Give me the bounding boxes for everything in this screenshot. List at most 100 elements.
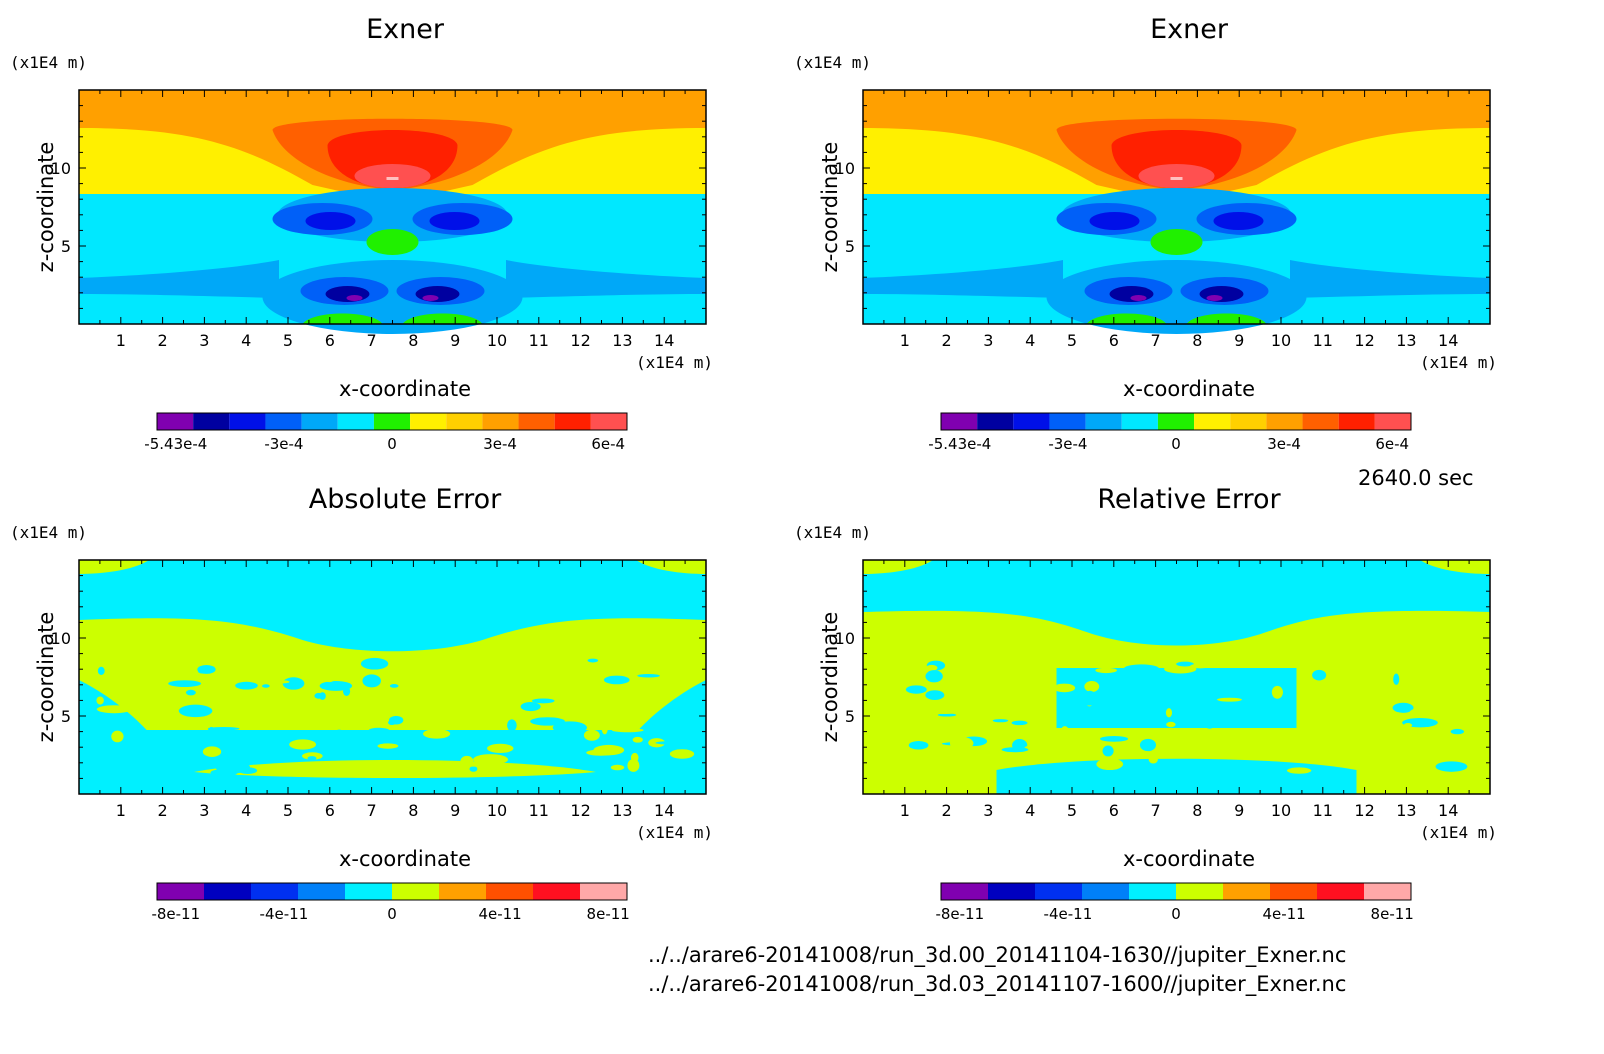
chart-title: Exner <box>366 14 444 45</box>
colorbar-swatch <box>941 413 978 430</box>
x-tick-label: 12 <box>1354 331 1374 350</box>
contour-band <box>1123 664 1160 673</box>
contour-band <box>346 295 363 301</box>
x-tick-label: 9 <box>1234 801 1244 820</box>
colorbar-tick-label: 0 <box>1171 905 1181 923</box>
x-axis-label: x-coordinate <box>1122 377 1255 401</box>
x-tick-label: 11 <box>1313 331 1333 350</box>
contour-field <box>863 90 1490 334</box>
chart-panel: Exner (x1E4 m) z-coordinate 1 2 3 4 5 6 7 8 9 10 1… <box>0 0 782 470</box>
y-unit-label: (x1E4 m) <box>794 523 872 542</box>
contour-field <box>79 560 706 794</box>
x-tick-label: 3 <box>983 801 993 820</box>
contour-band <box>152 705 170 713</box>
contour-band <box>1397 696 1412 703</box>
colorbar-swatch <box>446 413 483 430</box>
colorbar-swatch <box>193 413 230 430</box>
contour-band <box>530 717 565 726</box>
contour-band <box>1102 745 1114 757</box>
x-unit-label: (x1E4 m) <box>1420 823 1498 842</box>
contour-band <box>1166 721 1176 728</box>
y-tick-label: 5 <box>61 707 71 726</box>
contour-band <box>632 736 643 743</box>
colorbar-swatch <box>1270 883 1317 900</box>
contour-band <box>386 177 399 180</box>
contour-band <box>1071 694 1108 706</box>
contour-band <box>388 720 396 726</box>
contour-band <box>319 680 353 691</box>
colorbar-tick-label: -4e-11 <box>1044 905 1093 923</box>
colorbar-swatch <box>977 413 1014 430</box>
contour-band <box>368 727 390 733</box>
contour-band <box>210 769 238 777</box>
contour-band <box>1060 726 1069 736</box>
x-tick-label: 10 <box>487 801 507 820</box>
colorbar-tick-label: 8e-11 <box>1371 905 1414 923</box>
colorbar-swatch <box>533 883 580 900</box>
contour-band <box>423 728 451 739</box>
contour-band <box>487 743 514 753</box>
colorbar-swatch <box>298 883 345 900</box>
colorbar-swatch <box>157 413 194 430</box>
contour-band <box>473 754 509 765</box>
contour-band <box>1450 728 1465 735</box>
x-tick-label: 7 <box>367 801 377 820</box>
x-tick-label: 14 <box>1438 331 1458 350</box>
x-tick-label: 5 <box>283 801 293 820</box>
contour-band <box>939 748 973 755</box>
contour-band <box>637 673 660 678</box>
y-tick-label: 10 <box>51 629 71 648</box>
colorbar-tick-label: 0 <box>1171 435 1181 453</box>
contour-band <box>111 730 124 743</box>
x-tick-label: 11 <box>529 331 549 350</box>
contour-band <box>79 260 279 298</box>
contour-band <box>1287 767 1312 774</box>
contour-band <box>863 560 1490 646</box>
contour-band <box>153 724 186 728</box>
contour-band <box>1393 673 1400 685</box>
contour-band <box>377 743 399 749</box>
contour-band <box>1290 260 1490 298</box>
colorbar-tick-label: -3e-4 <box>264 435 303 453</box>
file-path-1: ../../arare6-20141008/run_3d.00_20141104… <box>648 943 1347 967</box>
x-tick-label: 5 <box>1067 331 1077 350</box>
contour-band <box>1339 736 1354 746</box>
colorbar-tick-label: 3e-4 <box>1267 435 1301 453</box>
contour-band <box>1190 663 1211 669</box>
x-tick-label: 9 <box>1234 331 1244 350</box>
x-tick-label: 13 <box>1396 801 1416 820</box>
x-tick-label: 7 <box>1151 801 1161 820</box>
x-tick-label: 2 <box>942 801 952 820</box>
contour-band <box>969 659 1004 673</box>
contour-band <box>583 729 600 741</box>
contour-band <box>402 313 483 324</box>
colorbar-swatch <box>1035 883 1082 900</box>
y-unit-label: (x1E4 m) <box>10 523 88 542</box>
colorbar-swatch <box>518 413 555 430</box>
contour-band <box>302 313 383 324</box>
contour-band <box>525 662 534 674</box>
contour-band <box>1199 286 1244 302</box>
contour-band <box>377 670 407 677</box>
contour-band <box>366 229 419 255</box>
colorbar-swatch <box>1176 883 1223 900</box>
colorbar-tick-label: 4e-11 <box>478 905 521 923</box>
x-tick-label: 9 <box>450 331 460 350</box>
x-tick-label: 13 <box>612 331 632 350</box>
colorbar-swatch <box>301 413 338 430</box>
contour-band <box>992 719 1009 723</box>
colorbar-swatch <box>1230 413 1267 430</box>
colorbar: -5.43e-4 -3e-4 0 3e-4 6e-4 <box>928 412 1412 453</box>
contour-band <box>630 752 639 763</box>
x-tick-label: 10 <box>1271 801 1291 820</box>
contour-band <box>207 727 240 731</box>
x-tick-label: 2 <box>942 331 952 350</box>
y-unit-label: (x1E4 m) <box>10 53 88 72</box>
contour-band <box>1213 212 1264 230</box>
contour-band <box>469 766 478 772</box>
x-tick-label: 9 <box>450 801 460 820</box>
contour-band <box>1001 747 1029 753</box>
contour-band <box>925 690 945 700</box>
